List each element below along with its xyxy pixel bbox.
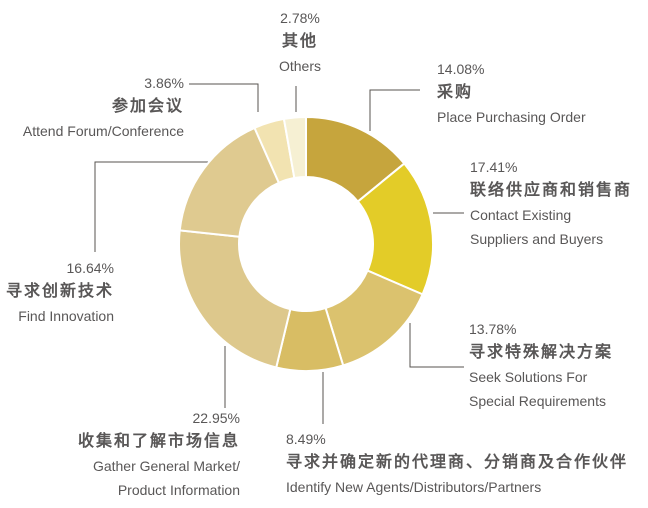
label-en: Attend Forum/Conference — [22, 123, 184, 139]
percent-value: 17.41% — [470, 159, 518, 175]
connector-line-seek — [409, 323, 464, 368]
label-gather-general-market-product-information: 22.95% 收集和了解市场信息 Gather General Market/ … — [0, 406, 240, 502]
percent-value: 14.08% — [437, 61, 485, 77]
label-attend-forum-conference: 3.86% 参加会议 Attend Forum/Conference — [0, 71, 184, 143]
label-others: 2.78% 其他 Others — [240, 6, 360, 78]
percent-value: 13.78% — [469, 321, 517, 337]
label-seek-solutions-special-requirements: 13.78% 寻求特殊解决方案 Seek Solutions For Speci… — [469, 317, 613, 413]
percent-value: 8.49% — [286, 431, 326, 447]
percent-value: 16.64% — [66, 260, 114, 276]
label-zh: 寻求特殊解决方案 — [469, 344, 614, 361]
percent-value: 22.95% — [192, 410, 240, 426]
label-zh: 其他 — [281, 33, 318, 50]
label-en: Identify New Agents/Distributors/Partner… — [286, 479, 542, 495]
label-zh: 收集和了解市场信息 — [77, 433, 240, 450]
label-en: Gather General Market/ Product Informati… — [92, 458, 240, 498]
percent-value: 3.86% — [144, 75, 184, 91]
label-zh: 采购 — [437, 84, 474, 101]
label-en: Place Purchasing Order — [437, 109, 586, 125]
connector-line-forum — [189, 83, 259, 112]
label-contact-existing-suppliers-buyers: 17.41% 联络供应商和销售商 Contact Existing Suppli… — [470, 155, 632, 251]
connector-lines — [94, 83, 464, 424]
label-zh: 寻求并确定新的代理商、分销商及合作伙伴 — [286, 454, 629, 471]
donut-slices — [178, 115, 434, 372]
donut-slice-7 — [282, 115, 307, 180]
label-en: Find Innovation — [18, 308, 114, 324]
percent-value: 2.78% — [280, 10, 320, 26]
donut-slice-4 — [178, 229, 292, 369]
label-find-innovation: 16.64% 寻求创新技术 Find Innovation — [0, 256, 114, 328]
label-en: Seek Solutions For Special Requirements — [469, 369, 606, 409]
label-en: Contact Existing Suppliers and Buyers — [470, 207, 604, 247]
label-zh: 联络供应商和销售商 — [470, 182, 633, 199]
connector-line-purchasing — [369, 89, 420, 131]
label-identify-new-agents-distributors-partners: 8.49% 寻求并确定新的代理商、分销商及合作伙伴 Identify New A… — [286, 427, 628, 499]
label-place-purchasing-order: 14.08% 采购 Place Purchasing Order — [437, 57, 586, 129]
connector-line-innovation — [94, 161, 208, 252]
label-zh: 寻求创新技术 — [5, 283, 114, 300]
label-zh: 参加会议 — [111, 98, 184, 115]
label-en: Others — [278, 58, 321, 74]
